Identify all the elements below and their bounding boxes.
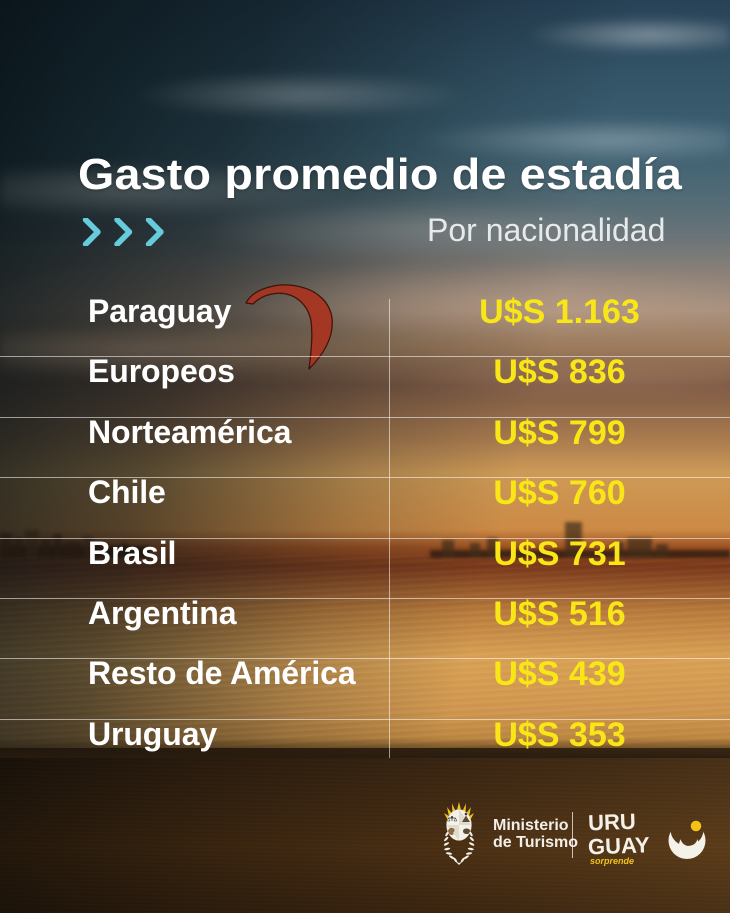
- svg-text:sorprende: sorprende: [590, 856, 634, 866]
- svg-text:URU: URU: [588, 809, 636, 836]
